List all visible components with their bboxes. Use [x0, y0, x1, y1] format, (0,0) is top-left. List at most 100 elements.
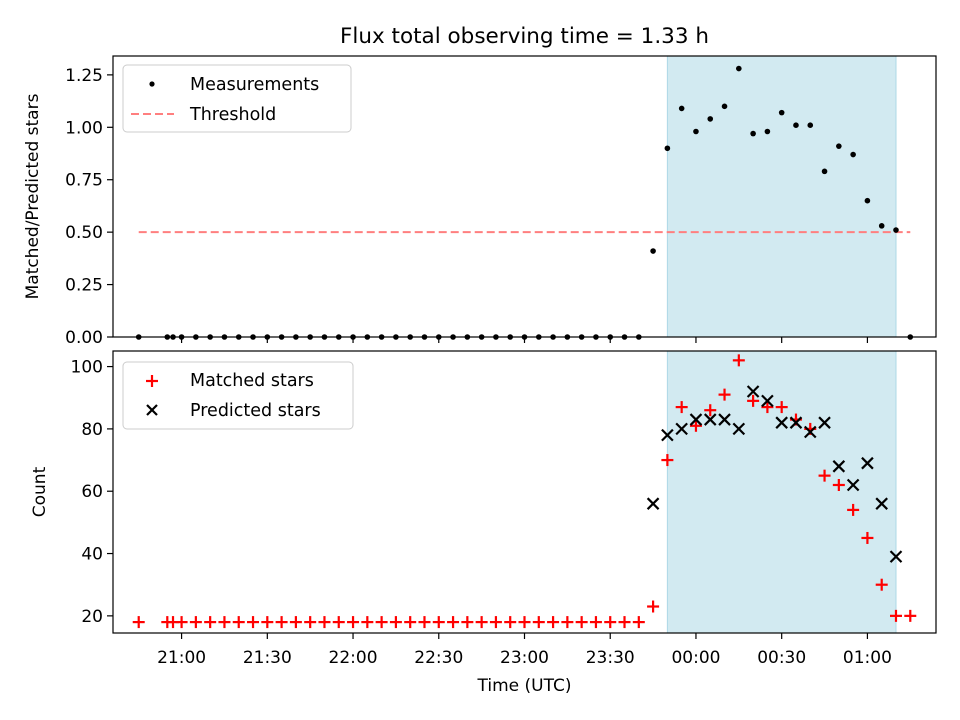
predicted-stars-point	[846, 478, 860, 492]
predicted-stars-point	[703, 413, 717, 426]
matched-stars-point	[361, 616, 374, 629]
legend-label-predicted-stars: Predicted stars	[190, 401, 321, 421]
legend-box	[122, 64, 352, 133]
measurement-point	[678, 105, 685, 112]
matched-stars-point	[404, 616, 417, 629]
predicted-stars-point	[818, 416, 831, 429]
matched-stars-point	[475, 616, 488, 629]
predicted-stars-point	[718, 413, 731, 426]
matched-stars-point	[132, 616, 145, 629]
matched-stars-point	[775, 401, 788, 414]
matched-stars-point	[661, 454, 674, 467]
y-tick-label: 100	[71, 358, 103, 378]
observing-window-shading	[666, 55, 897, 338]
x-axis-ticks: 21:00 21:30 22:00 22:30 23:00 23:30 00:00 00:30…	[157, 633, 892, 668]
y-tick-label: 0.50	[65, 223, 103, 243]
plot-frame	[112, 55, 937, 338]
measurement-point	[750, 130, 756, 137]
matched-stars-point	[518, 616, 531, 629]
matched-stars-point	[718, 388, 731, 401]
bottom-panel: 20 40 60 80 100 21:00 21:30 22:00 22:30 23:00 23:…	[30, 350, 937, 696]
x-tick-label: 21:30	[243, 648, 292, 668]
matched-stars-point	[561, 616, 574, 629]
matched-stars-point	[747, 394, 760, 407]
legend-label-matched-stars: Matched stars	[190, 371, 314, 391]
x-axis-ticks	[180, 337, 869, 343]
plot-frame	[112, 350, 937, 634]
measurement-point	[850, 151, 856, 158]
measurement-point	[778, 109, 785, 116]
matched-stars-point	[347, 616, 360, 629]
x-tick-label: 22:30	[414, 648, 463, 668]
x-tick-label: 23:30	[586, 648, 635, 668]
matched-stars-point	[189, 616, 202, 629]
measurement-point	[864, 197, 871, 204]
y-tick-label: 0.25	[65, 276, 103, 296]
predicted-stars-point	[746, 385, 760, 398]
predicted-stars-point	[761, 394, 774, 408]
matched-stars-point	[904, 609, 917, 622]
measurement-point	[836, 143, 842, 149]
legend-marker-measurements	[149, 81, 155, 87]
matched-stars-point	[204, 616, 217, 629]
matched-stars-point	[247, 616, 260, 629]
matched-stars-point	[175, 616, 188, 629]
matched-stars-point	[861, 531, 874, 544]
matched-stars-point	[318, 616, 331, 629]
matched-stars-point	[218, 616, 231, 629]
y-tick-label: 40	[81, 545, 103, 565]
matched-stars-point	[261, 616, 274, 629]
y-tick-label: 20	[81, 607, 103, 627]
observing-window-shading	[666, 350, 897, 634]
predicted-stars-point	[775, 416, 788, 429]
matched-stars-point	[704, 404, 717, 417]
y-tick-label: 1.00	[65, 118, 103, 138]
predicted-stars-point	[689, 413, 703, 426]
legend-box	[122, 361, 354, 430]
x-axis-label: Time (UTC)	[477, 676, 572, 696]
observing-window-region	[666, 350, 897, 634]
measurement-point	[793, 122, 799, 129]
predicted-stars-point	[675, 422, 688, 436]
matched-stars-point	[818, 469, 831, 482]
top-panel: Flux total observing time = 1.33 h 0.000…	[23, 24, 937, 348]
matched-stars-point	[489, 616, 502, 629]
matched-stars-point	[761, 401, 774, 414]
matched-stars-point	[632, 616, 645, 629]
legend: Matched stars Predicted stars	[122, 361, 354, 430]
matched-stars-point	[889, 609, 902, 622]
measurement-point	[736, 65, 742, 72]
matched-stars-point	[875, 578, 888, 591]
matched-stars-point	[461, 616, 474, 629]
x-tick-label: 00:30	[757, 648, 806, 668]
matched-stars-point	[232, 616, 245, 629]
y-axis-ticks: 0.00 0.25 0.50 0.75 1.00 1.25	[65, 66, 113, 348]
matched-stars-point	[447, 616, 460, 629]
predicted-stars-point	[803, 425, 817, 439]
measurement-point	[707, 116, 714, 122]
y-tick-label: 60	[81, 482, 103, 502]
matched-stars-point	[847, 503, 860, 516]
y-tick-label: 0.00	[65, 328, 103, 348]
x-tick-label: 00:00	[671, 648, 720, 668]
y-axis-ticks: 20 40 60 80 100	[71, 358, 113, 627]
legend-label-measurements: Measurements	[190, 75, 319, 95]
x-tick-label: 23:00	[500, 648, 549, 668]
counts-layer	[132, 354, 917, 629]
x-tick-label: 01:00	[843, 648, 892, 668]
legend-label-threshold: Threshold	[189, 105, 276, 125]
observing-window-region	[666, 55, 897, 338]
matched-stars-point	[547, 616, 560, 629]
y-tick-label: 1.25	[65, 66, 103, 86]
measurement-point	[878, 223, 885, 229]
y-tick-label: 80	[81, 420, 103, 440]
matched-stars-point	[289, 616, 302, 629]
x-tick-label: 21:00	[157, 648, 206, 668]
predicted-stars-point	[661, 428, 674, 442]
matched-stars-point	[732, 354, 745, 367]
matched-stars-point	[689, 419, 702, 432]
measurement-point	[807, 122, 814, 129]
matched-stars-point	[675, 401, 688, 414]
matched-stars-point	[532, 616, 545, 629]
